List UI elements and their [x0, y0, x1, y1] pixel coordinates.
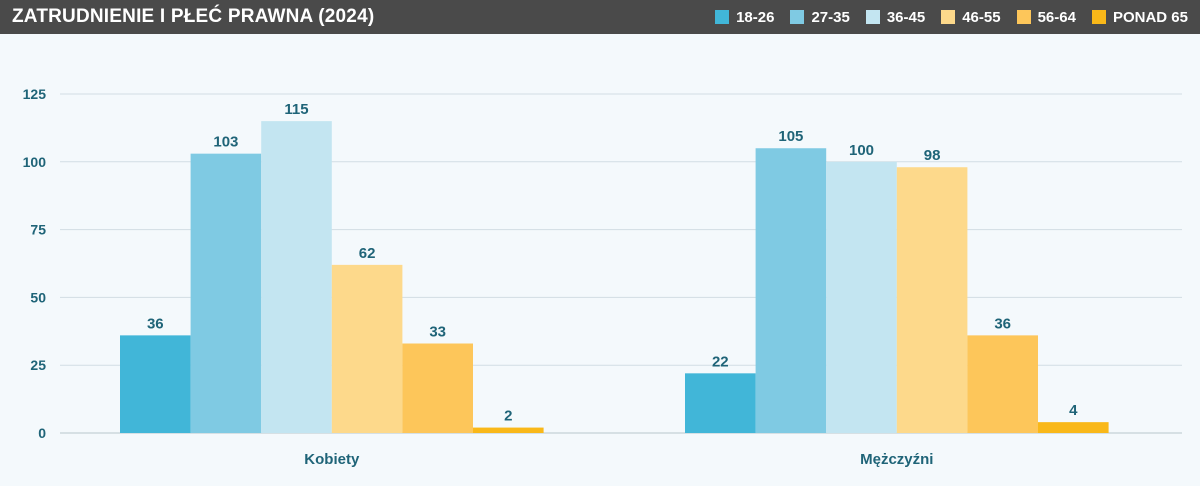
chart-title: ZATRUDNIENIE I PŁEĆ PRAWNA (2024) — [12, 6, 375, 27]
legend-swatch — [865, 10, 880, 24]
category-label: Mężczyźni — [860, 451, 933, 468]
legend-item: 18-26 — [715, 9, 774, 26]
bar — [1038, 422, 1109, 433]
bar — [896, 167, 968, 433]
legend-swatch — [715, 10, 730, 24]
bar-chart: 0 25 50 75 100 125 36 103 115 62 33 2 Kobiety 22 105 10… — [23, 86, 1182, 468]
legend-label: 56-64 — [1037, 8, 1076, 26]
legend: 18-26 27-35 36-45 46-55 56-64 PONAD 65 — [715, 9, 1188, 26]
y-tick-label: 100 — [23, 154, 47, 170]
chart-header: ZATRUDNIENIE I PŁEĆ PRAWNA (2024) 18-26 2… — [0, 0, 1200, 34]
bar — [826, 161, 897, 434]
bar-value-label: 62 — [359, 245, 376, 262]
legend-swatch — [790, 10, 805, 24]
bar — [190, 153, 262, 433]
legend-swatch — [941, 10, 956, 24]
bar-value-label: 103 — [213, 134, 238, 151]
bar-value-label: 2 — [504, 408, 512, 425]
bar-value-label: 115 — [284, 101, 308, 118]
bar-value-label: 33 — [429, 324, 446, 341]
legend-item: 56-64 — [1016, 8, 1076, 26]
legend-item: 27-35 — [790, 8, 850, 26]
legend-label: PONAD 65 — [1112, 8, 1188, 26]
bar-value-label: 36 — [147, 315, 164, 332]
legend-label: 46-55 — [962, 8, 1001, 26]
bar-value-label: 4 — [1069, 402, 1078, 419]
y-tick-label: 0 — [38, 425, 46, 441]
bar-value-label: 98 — [924, 147, 941, 164]
y-tick-label: 125 — [23, 86, 47, 102]
legend-label: 27-35 — [811, 8, 850, 26]
bar-value-label: 22 — [712, 353, 729, 370]
bar — [755, 148, 827, 433]
bar — [967, 335, 1038, 433]
y-tick-label: 50 — [30, 289, 46, 305]
legend-label: 36-45 — [886, 8, 926, 26]
legend-label: 18-26 — [736, 8, 775, 26]
category-label: Kobiety — [304, 451, 360, 468]
bar — [402, 343, 473, 433]
y-tick-label: 75 — [30, 222, 46, 238]
bar — [473, 427, 544, 433]
bar-value-label: 36 — [994, 315, 1011, 332]
legend-item: PONAD 65 — [1091, 8, 1188, 26]
legend-swatch — [1091, 10, 1106, 24]
y-tick-label: 25 — [30, 357, 46, 373]
bar — [120, 335, 191, 433]
bar-value-label: 100 — [849, 142, 874, 159]
bar — [261, 121, 332, 434]
legend-item: 36-45 — [865, 8, 926, 26]
legend-swatch — [1016, 10, 1031, 24]
bar-value-label: 105 — [778, 128, 803, 145]
bar — [685, 373, 756, 433]
legend-item: 46-55 — [941, 8, 1001, 26]
bar — [331, 264, 403, 433]
